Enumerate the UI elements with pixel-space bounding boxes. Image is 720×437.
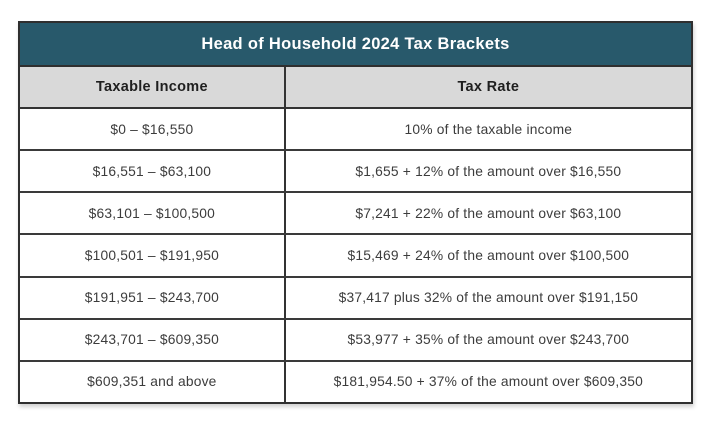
table-row: $243,701 – $609,350 $53,977 + 35% of the… [20, 319, 691, 362]
taxable-income-cell: $16,551 – $63,100 [20, 151, 286, 192]
tax-rate-cell: $53,977 + 35% of the amount over $243,70… [347, 332, 630, 348]
table-row: $63,101 – $100,500 $7,241 + 22% of the a… [20, 193, 691, 236]
table-title-bar: Head of Household 2024 Tax Brackets [20, 23, 691, 67]
taxable-income-cell: $0 – $16,550 [20, 109, 286, 150]
taxable-income-cell: $609,351 and above [20, 361, 286, 402]
tax-rate-cell: $15,469 + 24% of the amount over $100,50… [347, 247, 630, 263]
tax-rate-cell: $37,417 plus 32% of the amount over $191… [338, 290, 639, 306]
taxable-income-cell: $63,101 – $100,500 [20, 193, 286, 234]
tax-rate-cell: $7,241 + 22% of the amount over $63,100 [355, 205, 622, 221]
table-row: $100,501 – $191,950 $15,469 + 24% of the… [20, 235, 691, 278]
tax-rate-cell: 10% of the taxable income [404, 121, 573, 137]
table-title: Head of Household 2024 Tax Brackets [201, 34, 510, 53]
table-row: $16,551 – $63,100 $1,655 + 12% of the am… [20, 151, 691, 194]
table-row: $0 – $16,550 10% of the taxable income [20, 109, 691, 152]
table-header-row: Taxable Income Tax Rate [20, 67, 691, 109]
table-row: $191,951 – $243,700 $37,417 plus 32% of … [20, 277, 691, 320]
column-header-tax-rate: Tax Rate [457, 79, 520, 95]
taxable-income-cell: $100,501 – $191,950 [20, 235, 286, 276]
tax-rate-cell: $181,954.50 + 37% of the amount over $60… [333, 374, 643, 390]
taxable-income-cell: $191,951 – $243,700 [20, 277, 286, 318]
tax-brackets-table: Head of Household 2024 Tax Brackets Taxa… [18, 21, 693, 404]
taxable-income-cell: $243,701 – $609,350 [20, 319, 286, 360]
tax-rate-cell: $1,655 + 12% of the amount over $16,550 [355, 163, 622, 179]
column-header-taxable-income: Taxable Income [20, 67, 286, 107]
table-row: $609,351 and above $181,954.50 + 37% of … [20, 361, 691, 402]
